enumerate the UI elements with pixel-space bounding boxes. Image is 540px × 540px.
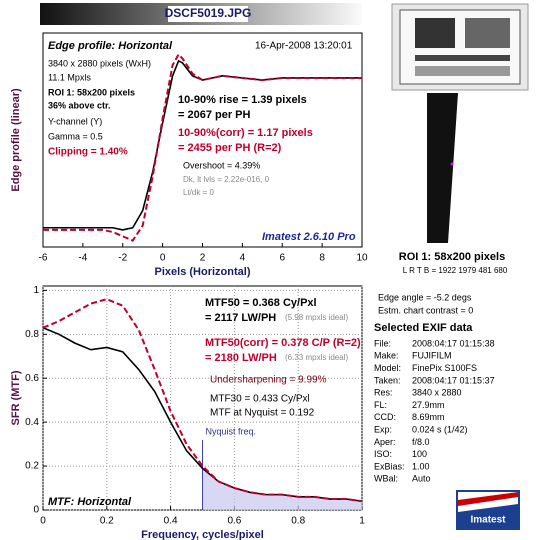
roi-title: ROI 1: 58x200 pixels [399, 251, 505, 263]
edge-angle: Edge angle = -5.2 degs [378, 292, 472, 302]
chart: 0 0.2 0.4 0.6 0.8 1 0 0.2 0.4 0.6 0.8 1 Nyquist freq… [10, 285, 365, 540]
annotation: (5.98 mpxls ideal) [285, 313, 348, 322]
exif-key: Res: [374, 388, 393, 398]
exif-key: CCD: [374, 412, 396, 422]
y-tick-label: 0 [33, 505, 39, 516]
nyquist-area [202, 468, 362, 510]
y-tick-label: 0.4 [25, 417, 39, 428]
annotation: MTF50 = 0.368 Cy/Pxl [205, 297, 317, 309]
exif-key: Exp: [374, 424, 392, 434]
exif-key: WBal: [374, 474, 398, 484]
exif-key: Model: [374, 363, 401, 373]
nyquist-label: Nyquist freq. [206, 426, 257, 436]
exif-key: Aper: [374, 437, 396, 447]
x-tick-label: 0 [40, 516, 46, 527]
exif-value: 0.024 s (1/42) [412, 424, 468, 434]
exif-key: File: [374, 338, 391, 348]
exif-value: FUJIFILM [412, 351, 452, 361]
exif-key: ISO: [374, 449, 392, 459]
annotation: Imatest 2.6.10 Pro [262, 231, 356, 243]
x-tick-label: 0 [160, 253, 166, 264]
series-line [42, 298, 363, 503]
roi-crop [427, 93, 464, 243]
title-bg [168, 6, 248, 22]
annotation: Y-channel (Y) [48, 116, 102, 126]
x-tick-label: 10 [356, 253, 368, 264]
x-tick-label: 1 [359, 516, 365, 527]
exif-key: ExBias: [374, 461, 405, 471]
annotation: 11.1 Mpxls [48, 72, 91, 82]
annotation: ROI 1: 58x200 pixels [48, 87, 135, 97]
annotation: 10-90% rise = 1.39 pixels [178, 94, 307, 106]
annotation: 16-Apr-2008 13:20:01 [255, 41, 353, 52]
annotation: Gamma = 0.5 [48, 131, 103, 141]
annotation: Overshoot = 4.39% [183, 160, 260, 170]
series-line [43, 52, 362, 242]
x-tick-label: 0.6 [227, 516, 241, 527]
annotation: Dk, lt lvls = 2.22e-016, 0 [183, 175, 270, 184]
x-tick-label: 0.2 [100, 516, 114, 527]
x-tick-label: 8 [319, 253, 325, 264]
chart-thumbnail [391, 3, 529, 91]
x-tick-label: 2 [200, 253, 206, 264]
contrast: Estm. chart contrast = 0 [378, 305, 473, 315]
exif-value: 2008:04:17 01:15:37 [412, 375, 495, 385]
x-tick-label: -2 [118, 253, 127, 264]
exif-value: 3840 x 2880 [412, 388, 462, 398]
logo-text: Imatest [470, 515, 506, 526]
chart-title: Edge profile: Horizontal [48, 40, 173, 52]
x-axis-label: Pixels (Horizontal) [155, 266, 251, 278]
annotation: = 2180 LW/PH [205, 352, 277, 364]
x-tick-label: 0.8 [291, 516, 305, 527]
y-tick-label: 0.8 [25, 329, 39, 340]
x-tick-label: 4 [240, 253, 246, 264]
x-tick-label: -6 [39, 253, 48, 264]
exif-key: Taken: [374, 375, 401, 385]
exif-value: Auto [412, 474, 431, 484]
y-tick-label: 0.2 [25, 461, 39, 472]
exif-value: 2008:04:17 01:15:38 [412, 338, 495, 348]
y-tick-label: 0.6 [25, 373, 39, 384]
logo: Imatest [456, 490, 520, 530]
annotation: Clipping = 1.40% [48, 147, 128, 158]
annotation: = 2067 per PH [178, 109, 251, 121]
exif-value: 100 [412, 449, 427, 459]
annotation: = 2117 LW/PH [205, 312, 276, 324]
annotation: MTF50(corr) = 0.378 C/P (R=2) [205, 337, 361, 349]
annotation: 36% above ctr. [48, 100, 111, 110]
annotation: MTF at Nyquist = 0.192 [210, 408, 315, 419]
x-tick-label: -4 [78, 253, 87, 264]
annotation: 10-90%(corr) = 1.17 pixels [178, 127, 313, 139]
y-axis-label: Edge profile (linear) [10, 88, 22, 192]
plot-area [42, 32, 363, 248]
chart: -6 -4 -2 0 2 4 6 8 10 Edge profile: Horizontal Pix… [10, 32, 368, 278]
exif-key: Make: [374, 351, 399, 361]
annotation: Lt/dk = 0 [183, 188, 214, 197]
annotation: Undersharpening = 9.99% [210, 375, 327, 386]
exif-value: 1.00 [412, 461, 430, 471]
x-tick-label: 0.4 [164, 516, 178, 527]
annotation: MTF30 = 0.433 Cy/Pxl [210, 394, 310, 405]
exif-value: FinePix S100FS [412, 363, 477, 373]
annotation: 3840 x 2880 pixels (WxH) [48, 58, 151, 68]
x-axis-label: Frequency, cycles/pixel [141, 529, 264, 540]
exif-value: 27.9mm [412, 400, 445, 410]
exif-value: 8.69mm [412, 412, 445, 422]
y-tick-label: 1 [33, 285, 39, 296]
annotation: (6.33 mpxls ideal) [285, 353, 348, 362]
exif-value: f/8.0 [412, 437, 430, 447]
exif-key: FL: [374, 400, 387, 410]
x-tick-label: 6 [279, 253, 285, 264]
y-axis-label: SFR (MTF) [10, 370, 22, 425]
exif-title: Selected EXIF data [374, 322, 473, 334]
chart-title: MTF: Horizontal [48, 496, 132, 508]
annotation: = 2455 per PH (R=2) [178, 142, 282, 154]
roi-bounds: L R T B = 1922 1979 481 680 [403, 266, 508, 275]
file-title: DSCF5019.JPG [165, 6, 252, 20]
